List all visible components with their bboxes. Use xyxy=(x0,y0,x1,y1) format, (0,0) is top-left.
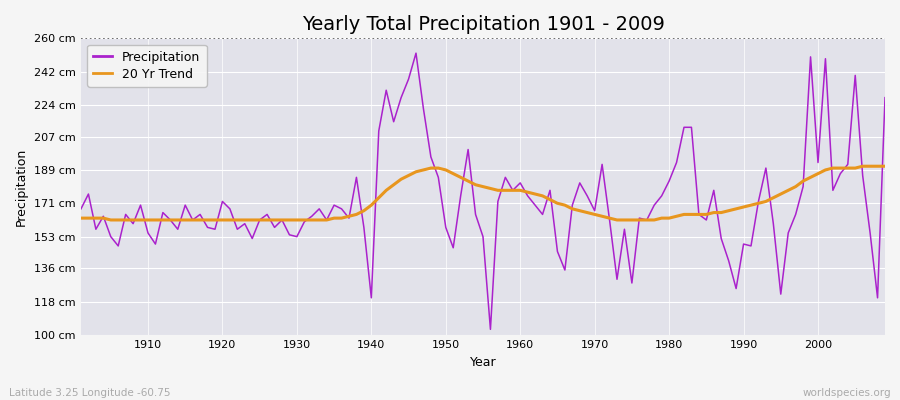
X-axis label: Year: Year xyxy=(470,356,496,369)
Y-axis label: Precipitation: Precipitation xyxy=(15,148,28,226)
Title: Yearly Total Precipitation 1901 - 2009: Yearly Total Precipitation 1901 - 2009 xyxy=(302,15,664,34)
Legend: Precipitation, 20 Yr Trend: Precipitation, 20 Yr Trend xyxy=(87,44,207,87)
Text: Latitude 3.25 Longitude -60.75: Latitude 3.25 Longitude -60.75 xyxy=(9,388,170,398)
Text: worldspecies.org: worldspecies.org xyxy=(803,388,891,398)
